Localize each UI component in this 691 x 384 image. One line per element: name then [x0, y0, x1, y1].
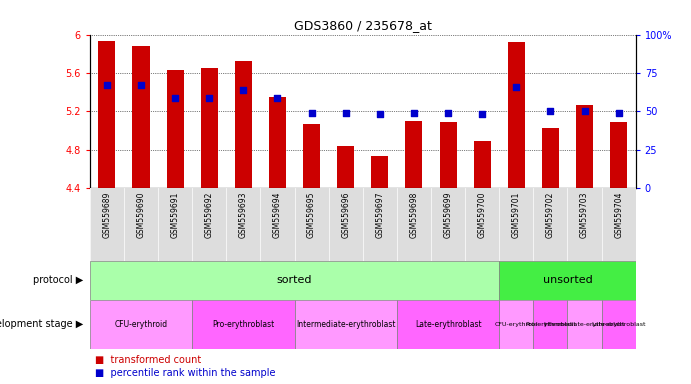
Bar — [303, 124, 320, 188]
Title: GDS3860 / 235678_at: GDS3860 / 235678_at — [294, 19, 432, 32]
Bar — [133, 46, 149, 188]
Bar — [406, 121, 422, 188]
Bar — [499, 261, 636, 300]
Text: GSM559697: GSM559697 — [375, 192, 384, 238]
Bar — [294, 300, 397, 349]
Text: GSM559690: GSM559690 — [137, 192, 146, 238]
Bar — [90, 261, 499, 300]
Text: GSM559689: GSM559689 — [102, 192, 111, 238]
Bar — [192, 300, 294, 349]
Bar — [337, 146, 354, 188]
Bar — [98, 41, 115, 188]
Bar — [533, 300, 567, 349]
Point — [169, 94, 180, 101]
Point — [375, 111, 386, 118]
Bar — [508, 42, 525, 188]
Bar — [610, 122, 627, 188]
Text: Pro-erythroblast: Pro-erythroblast — [212, 320, 274, 329]
Bar — [371, 156, 388, 188]
Bar — [167, 70, 184, 188]
Text: CFU-erythroid: CFU-erythroid — [115, 320, 168, 329]
Point — [238, 87, 249, 93]
Point — [477, 111, 488, 118]
Text: GSM559692: GSM559692 — [205, 192, 214, 238]
Text: Pro-erythroblast: Pro-erythroblast — [525, 322, 576, 327]
Point — [442, 110, 453, 116]
Text: GSM559699: GSM559699 — [444, 192, 453, 238]
Text: GSM559704: GSM559704 — [614, 192, 623, 238]
Text: Late-erythroblast: Late-erythroblast — [415, 320, 482, 329]
Point — [545, 108, 556, 114]
Text: GSM559698: GSM559698 — [410, 192, 419, 238]
Text: GSM559691: GSM559691 — [171, 192, 180, 238]
Text: CFU-erythroid: CFU-erythroid — [495, 322, 538, 327]
Text: Intermediate-erythroblast: Intermediate-erythroblast — [544, 322, 625, 327]
Point — [579, 108, 590, 114]
Text: ■  percentile rank within the sample: ■ percentile rank within the sample — [95, 368, 276, 379]
Text: development stage ▶: development stage ▶ — [0, 319, 83, 329]
Bar — [90, 300, 192, 349]
Text: unsorted: unsorted — [542, 275, 592, 285]
Text: protocol ▶: protocol ▶ — [32, 275, 83, 285]
Point — [102, 82, 113, 88]
Text: ■  transformed count: ■ transformed count — [95, 355, 202, 365]
Bar — [602, 300, 636, 349]
Text: GSM559700: GSM559700 — [477, 192, 486, 238]
Text: Late-erythroblast: Late-erythroblast — [591, 322, 646, 327]
Point — [340, 110, 351, 116]
Bar — [576, 105, 593, 188]
Point — [135, 82, 146, 88]
Bar — [90, 188, 636, 261]
Bar — [473, 141, 491, 188]
Bar — [499, 300, 533, 349]
Point — [511, 84, 522, 90]
Text: GSM559695: GSM559695 — [307, 192, 316, 238]
Point — [306, 110, 317, 116]
Bar — [567, 300, 602, 349]
Text: GSM559703: GSM559703 — [580, 192, 589, 238]
Bar — [439, 122, 457, 188]
Text: sorted: sorted — [277, 275, 312, 285]
Text: GSM559702: GSM559702 — [546, 192, 555, 238]
Text: Intermediate-erythroblast: Intermediate-erythroblast — [296, 320, 395, 329]
Bar — [269, 97, 286, 188]
Text: GSM559701: GSM559701 — [512, 192, 521, 238]
Text: GSM559696: GSM559696 — [341, 192, 350, 238]
Bar — [397, 300, 499, 349]
Bar — [542, 128, 559, 188]
Bar — [235, 61, 252, 188]
Point — [272, 94, 283, 101]
Text: GSM559694: GSM559694 — [273, 192, 282, 238]
Point — [408, 110, 419, 116]
Text: GSM559693: GSM559693 — [239, 192, 248, 238]
Bar — [200, 68, 218, 188]
Point — [613, 110, 624, 116]
Point — [204, 94, 215, 101]
